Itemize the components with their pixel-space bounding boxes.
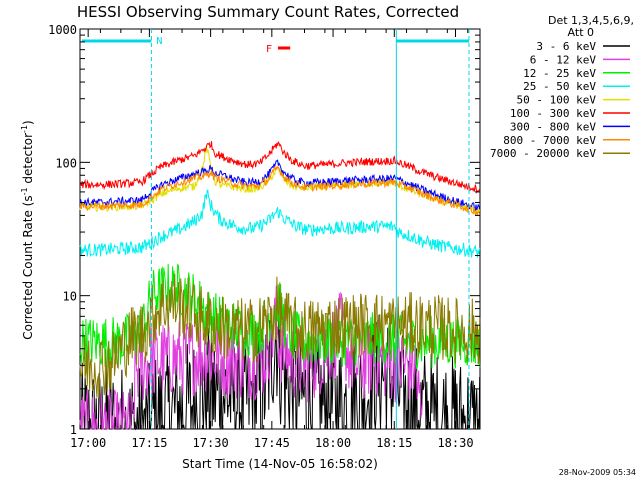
legend-label-5: 100 - 300 keV <box>510 107 596 120</box>
legend-label-0: 3 - 6 keV <box>536 40 596 53</box>
y-label-main: Corrected Count Rate (s <box>21 195 35 339</box>
x-axis-label: Start Time (14-Nov-05 16:58:02) <box>182 457 378 471</box>
x-tick-label-3: 17:45 <box>254 436 290 450</box>
timestamp: 28-Nov-2009 05:34 <box>559 468 636 477</box>
axis-layer: 17:00 17:15 17:30 17:45 18:00 18:15 18:30 1 10 10… <box>48 23 480 450</box>
chart-title: HESSI Observing Summary Count Rates, Cor… <box>77 3 459 21</box>
x-tick-label-1: 17:15 <box>131 436 167 450</box>
x-tick-label-2: 17:30 <box>193 436 229 450</box>
series-line-7 <box>79 166 481 216</box>
series-line-6 <box>79 159 481 211</box>
series-line-5 <box>79 141 481 194</box>
x-tick-label-6: 18:30 <box>437 436 473 450</box>
y-axis-label: Corrected Count Rate (s-1 detector-1) <box>20 120 35 339</box>
y-label-sup2: -1 <box>20 125 29 133</box>
flare-label: F <box>266 44 272 55</box>
series-line-8 <box>79 273 481 399</box>
y-label-mid: detector <box>21 133 35 188</box>
y-tick-label-1: 10 <box>63 290 77 304</box>
y-label-end: ) <box>21 120 35 125</box>
series-line-0 <box>79 300 481 431</box>
x-tick-label-0: 17:00 <box>70 436 106 450</box>
legend-header-line1: Det 1,3,4,5,6,9, <box>548 14 634 27</box>
legend-label-6: 300 - 800 keV <box>510 120 596 133</box>
legend-label-1: 6 - 12 keV <box>530 53 597 66</box>
legend-label-2: 12 - 25 keV <box>523 67 596 80</box>
series-line-3 <box>79 189 481 258</box>
legend-header-line2: Att 0 <box>568 26 594 39</box>
series-line-1 <box>79 285 423 430</box>
x-tick-label-4: 18:00 <box>315 436 351 450</box>
y-tick-label-2: 100 <box>55 156 77 170</box>
y-label-sup1: -1 <box>20 187 29 195</box>
y-tick-label-0: 1 <box>70 423 77 437</box>
legend-label-8: 7000 - 20000 keV <box>490 147 596 160</box>
series-layer <box>79 141 481 431</box>
legend-label-7: 800 - 7000 keV <box>503 134 596 147</box>
x-tick-label-5: 18:15 <box>376 436 412 450</box>
legend-label-4: 50 - 100 keV <box>517 94 597 107</box>
overlay-layer: NF <box>82 29 470 429</box>
legend-label-3: 25 - 50 keV <box>523 80 596 93</box>
y-tick-label-3: 1000 <box>48 23 77 37</box>
night-label: N <box>156 36 162 47</box>
